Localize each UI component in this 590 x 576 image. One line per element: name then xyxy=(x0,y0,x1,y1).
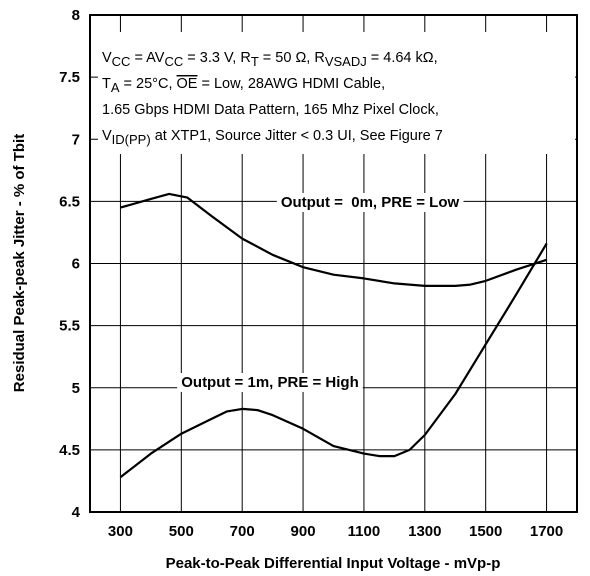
series-line xyxy=(120,192,547,287)
annotation-line: VCC = AVCC = 3.3 V, RT = 50 Ω, RVSADJ = … xyxy=(102,50,438,69)
annotation-text: CC xyxy=(164,54,183,69)
y-tick-label: 6 xyxy=(72,256,80,273)
x-tick-label: 500 xyxy=(169,523,194,540)
series-label-bg xyxy=(276,193,464,212)
series-label: Output = 1m, PRE = High xyxy=(181,374,359,391)
annotation-text: V xyxy=(102,50,112,66)
annotation-text: at XTP1, Source Jitter < 0.3 UI, See Fig… xyxy=(151,128,443,144)
annotation-text: = 3.3 V, R xyxy=(183,50,251,66)
x-tick-label: 1500 xyxy=(469,523,502,540)
plot-frame xyxy=(89,14,578,513)
y-tick-label: 5 xyxy=(72,380,80,397)
annotation-text: = Low, 28AWG HDMI Cable, xyxy=(197,76,385,92)
series-line xyxy=(119,243,548,479)
annotation-line: VID(PP) at XTP1, Source Jitter < 0.3 UI,… xyxy=(102,128,443,147)
y-axis-label: Residual Peak-peak Jitter - % of Tbit xyxy=(11,134,28,392)
y-tick-label: 6.5 xyxy=(59,193,80,210)
annotation-text: 1.65 Gbps HDMI Data Pattern, 165 Mhz Pix… xyxy=(102,102,439,118)
annotation-text: T xyxy=(102,76,111,92)
annotation-text: A xyxy=(111,80,120,95)
series-label-bg xyxy=(177,373,363,392)
annotation-text: = 4.64 kΩ, xyxy=(367,50,438,66)
annotation-text: VSADJ xyxy=(325,54,367,69)
y-tick-label: 7 xyxy=(72,131,80,148)
y-tick-label: 7.5 xyxy=(59,69,80,86)
annotation-text: ID(PP) xyxy=(112,132,151,147)
annotation-text: = 50 Ω, R xyxy=(259,50,325,66)
x-tick-label: 1300 xyxy=(408,523,441,540)
x-tick-label: 1100 xyxy=(348,523,381,540)
annotation-line: 1.65 Gbps HDMI Data Pattern, 165 Mhz Pix… xyxy=(102,102,439,118)
annotation-text: V xyxy=(102,128,112,144)
annotation-box xyxy=(98,32,575,154)
annotation-text: CC xyxy=(112,54,131,69)
annotation-text: OE xyxy=(177,76,198,92)
annotation-text: = AV xyxy=(130,50,164,66)
annotation-line: TA = 25°C, OE = Low, 28AWG HDMI Cable, xyxy=(102,76,385,95)
series-label: Output = 0m, PRE = Low xyxy=(281,194,460,211)
y-tick-label: 4.5 xyxy=(59,442,80,459)
y-tick-label: 8 xyxy=(72,7,80,24)
x-tick-label: 1700 xyxy=(530,523,563,540)
annotation-text: T xyxy=(251,54,259,69)
x-tick-label: 700 xyxy=(230,523,255,540)
y-tick-label: 4 xyxy=(72,504,81,521)
annotation-text: = 25°C, xyxy=(120,76,177,92)
x-tick-label: 900 xyxy=(291,523,316,540)
y-tick-label: 5.5 xyxy=(59,318,80,335)
x-axis-label: Peak-to-Peak Differential Input Voltage … xyxy=(166,555,501,572)
x-tick-label: 300 xyxy=(108,523,133,540)
